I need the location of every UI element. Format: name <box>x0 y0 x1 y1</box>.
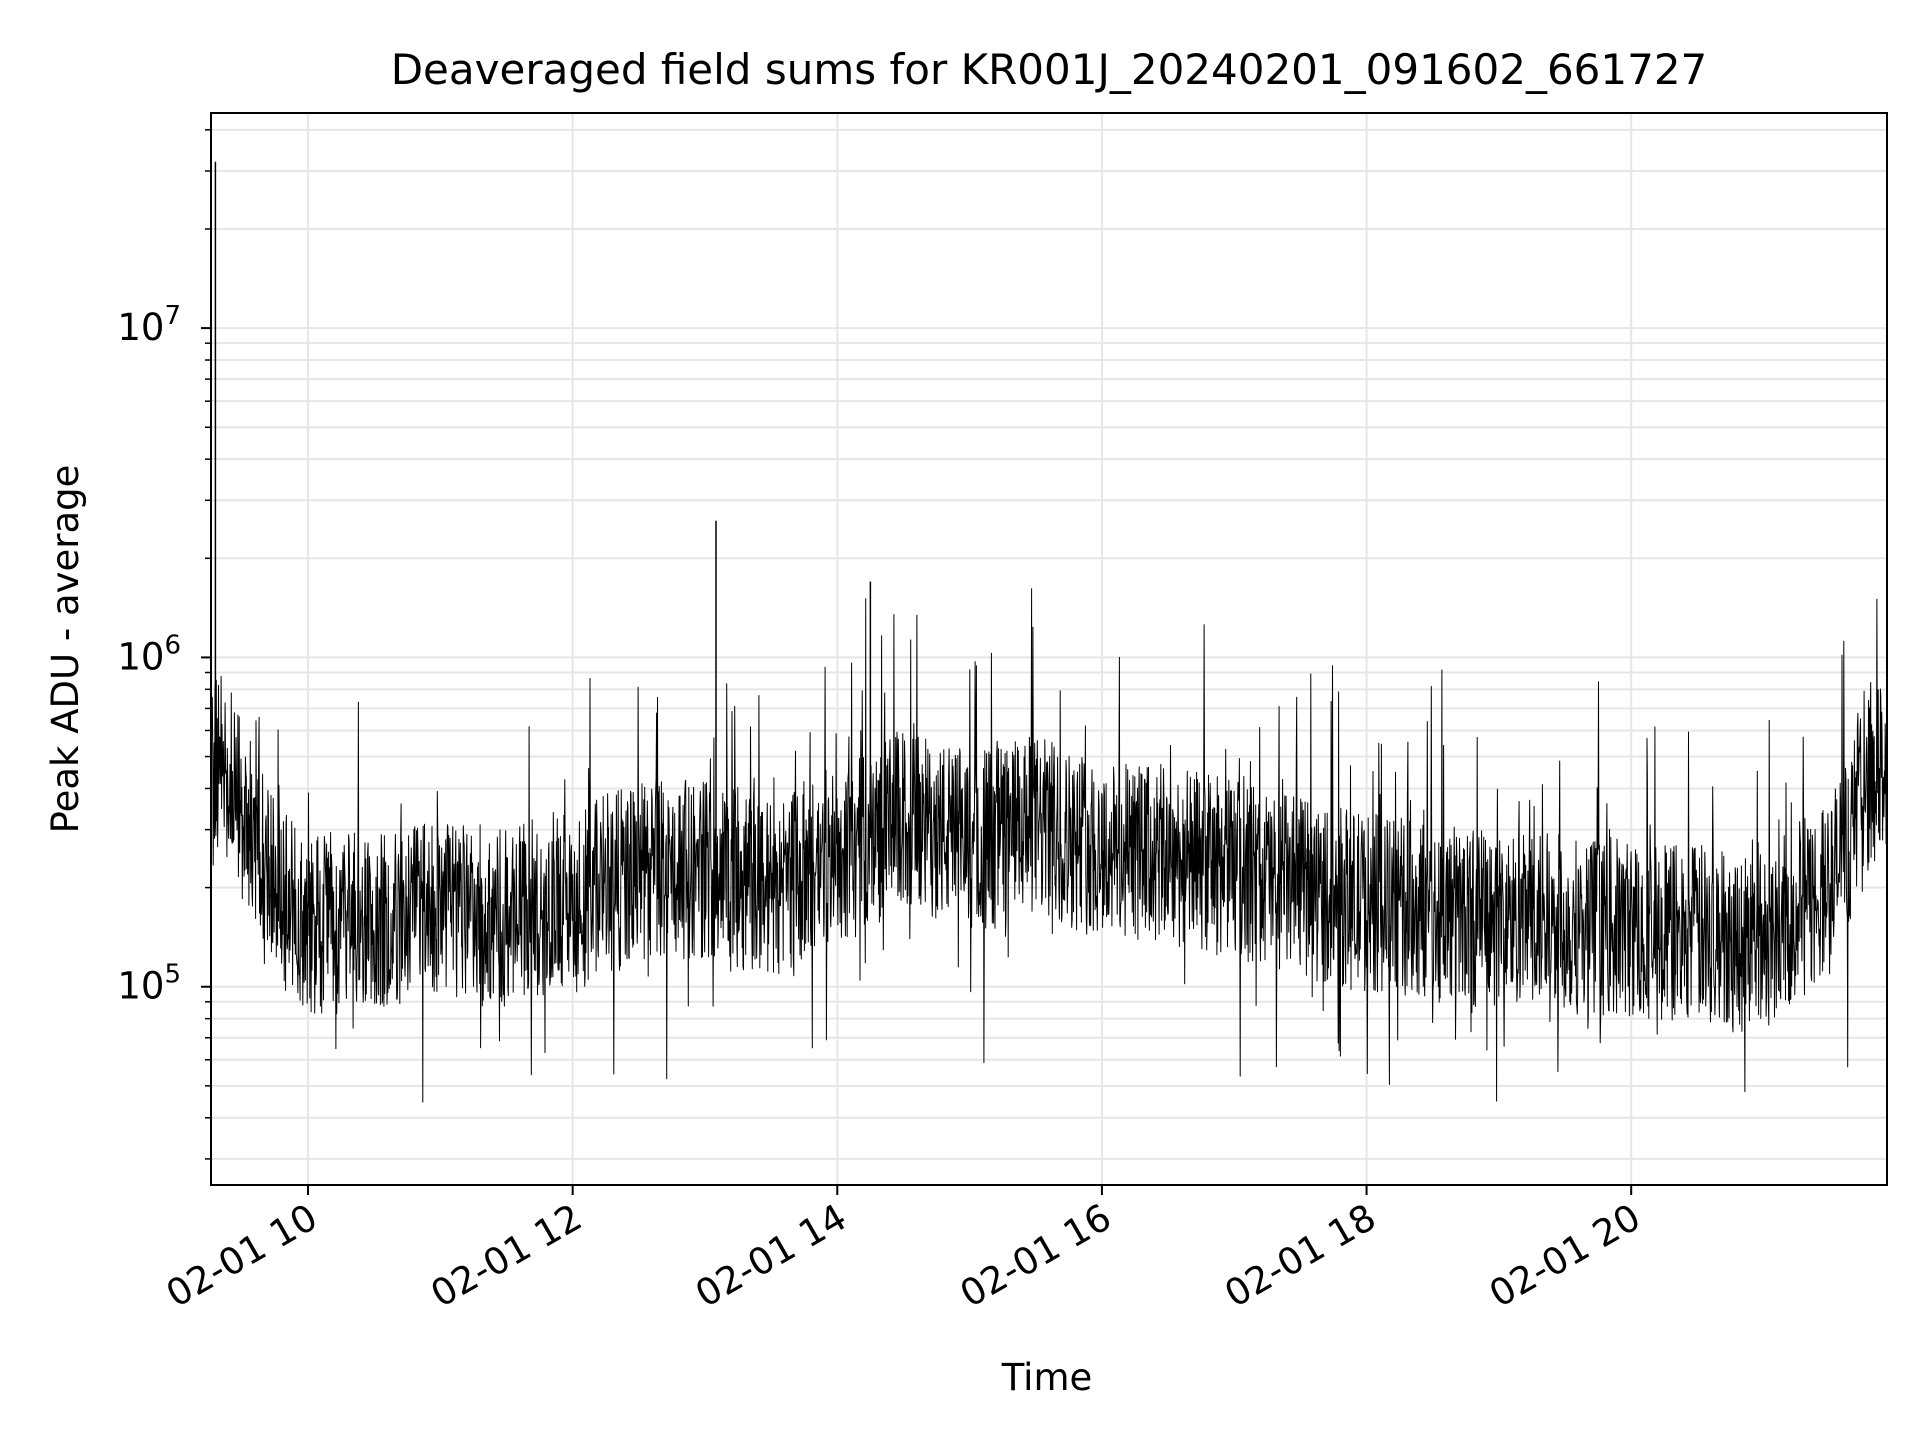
y-tick-label: 105 <box>117 960 181 1008</box>
plot-area <box>210 161 1888 1103</box>
y-axis-label: Peak ADU - average <box>44 465 87 834</box>
x-axis-label: Time <box>1001 1356 1093 1399</box>
y-tick-label: 107 <box>117 301 181 349</box>
y-tick-label: 106 <box>117 630 181 678</box>
chart-title: Deaveraged field sums for KR001J_2024020… <box>391 45 1708 94</box>
axes-frame <box>210 112 1888 1186</box>
series-line <box>210 588 1888 1103</box>
